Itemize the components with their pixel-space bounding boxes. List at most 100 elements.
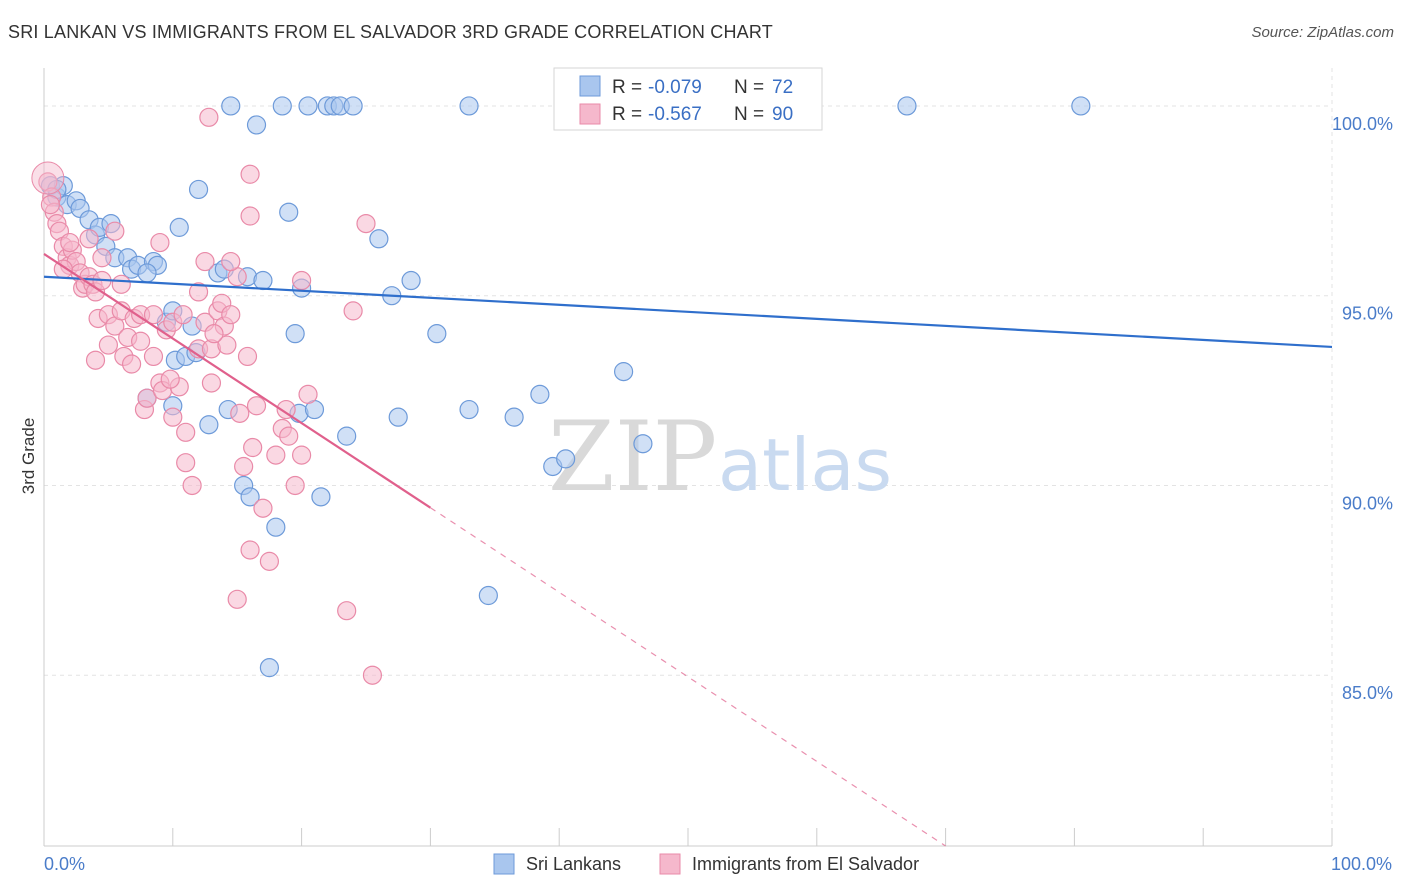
point-sri-lankans	[311, 487, 331, 507]
series-legend-swatch-el-salvador	[659, 853, 681, 875]
point-el-salvador	[173, 305, 193, 325]
point-sri-lankans	[199, 415, 219, 435]
point-el-salvador	[40, 195, 61, 215]
point-sri-lankans	[240, 487, 260, 507]
point-sri-lankans	[478, 585, 498, 606]
point-el-salvador	[163, 407, 183, 427]
point-el-salvador	[98, 335, 119, 355]
point-sri-lankans	[530, 384, 550, 404]
point-el-salvador	[105, 221, 125, 241]
point-el-salvador	[143, 305, 164, 325]
point-sri-lankans	[459, 96, 479, 116]
point-el-salvador	[240, 540, 260, 560]
y-tick-label: 90.0%	[1342, 493, 1393, 513]
point-sri-lankans	[246, 115, 267, 135]
point-el-salvador	[285, 475, 305, 496]
legend-r-label-1: R =	[612, 77, 642, 98]
trend-lines	[43, 253, 1333, 847]
point-sri-lankans	[1071, 96, 1091, 116]
point-el-salvador	[227, 589, 247, 609]
point-el-salvador-cluster	[31, 161, 65, 195]
y-tick-label: 85.0%	[1342, 683, 1393, 703]
point-el-salvador	[160, 369, 180, 389]
point-sri-lankans	[556, 449, 576, 469]
legend-swatch-pink	[579, 103, 601, 125]
point-sri-lankans	[169, 217, 189, 237]
point-sri-lankans	[369, 229, 389, 249]
point-sri-lankans	[633, 434, 653, 454]
point-sri-lankans	[279, 202, 299, 222]
point-el-salvador	[60, 232, 80, 253]
watermark: ZIP atlas	[548, 401, 892, 513]
point-sri-lankans	[253, 270, 273, 291]
point-el-salvador	[176, 422, 196, 442]
point-sri-lankans	[266, 517, 286, 537]
point-el-salvador	[259, 551, 279, 571]
legend-n-label-1: N =	[734, 77, 764, 98]
stats-legend: R = -0.079 N = 72 R = -0.567 N = 90	[553, 67, 823, 131]
point-sri-lankans	[459, 399, 479, 420]
legend-n-value-2: 90	[772, 104, 793, 125]
legend-r-value-2: -0.567	[648, 104, 702, 125]
point-el-salvador	[276, 399, 296, 420]
point-el-salvador	[279, 426, 299, 446]
point-el-salvador	[243, 437, 263, 458]
point-el-salvador	[292, 270, 312, 291]
watermark-atlas: atlas	[718, 423, 892, 507]
chart-title: SRI LANKAN VS IMMIGRANTS FROM EL SALVADO…	[8, 22, 773, 42]
point-el-salvador	[221, 305, 241, 325]
point-el-salvador	[292, 445, 312, 465]
legend-r-label-2: R =	[612, 104, 642, 125]
y-tick-label: 100.0%	[1332, 114, 1393, 134]
point-el-salvador	[221, 251, 241, 272]
point-sri-lankans	[897, 96, 917, 116]
point-sri-lankans	[401, 270, 421, 291]
point-sri-lankans	[504, 407, 524, 427]
point-el-salvador	[240, 164, 260, 184]
point-el-salvador	[176, 453, 196, 473]
point-el-salvador	[266, 445, 286, 465]
point-sri-lankans	[298, 96, 318, 116]
point-el-salvador	[79, 229, 99, 249]
point-el-salvador	[85, 350, 106, 370]
point-el-salvador	[195, 251, 215, 272]
point-sri-lankans	[427, 324, 447, 344]
chart-source: Source: ZipAtlas.com	[1251, 24, 1394, 41]
point-sri-lankans	[188, 179, 209, 200]
point-el-salvador	[298, 384, 318, 404]
legend-swatch-blue	[579, 75, 601, 97]
trend-line-el-salvador-extrapolated	[430, 507, 946, 847]
point-el-salvador	[121, 354, 142, 374]
point-el-salvador	[131, 331, 151, 351]
point-el-salvador	[230, 403, 250, 423]
x-tick-label: 100.0%	[1331, 854, 1392, 874]
series-legend-el-salvador: Immigrants from El Salvador	[692, 854, 919, 874]
point-el-salvador	[199, 107, 219, 127]
point-sri-lankans	[137, 263, 157, 283]
series-legend: Sri Lankans Immigrants from El Salvador	[493, 853, 919, 875]
point-sri-lankans	[221, 96, 241, 116]
point-el-salvador	[234, 456, 254, 477]
point-el-salvador	[150, 232, 170, 253]
point-el-salvador	[188, 282, 209, 302]
series-legend-swatch-sri-lankans	[493, 853, 515, 875]
point-sri-lankans	[272, 96, 292, 116]
point-el-salvador	[92, 248, 112, 268]
point-sri-lankans	[285, 324, 305, 344]
point-sri-lankans	[388, 407, 408, 427]
point-sri-lankans	[259, 658, 279, 678]
point-el-salvador	[362, 665, 383, 685]
point-sri-lankans	[337, 426, 357, 446]
point-el-salvador	[143, 346, 164, 367]
watermark-zip: ZIP	[548, 401, 717, 513]
point-sri-lankans	[613, 362, 634, 382]
point-el-salvador	[337, 601, 357, 621]
point-el-salvador	[204, 324, 224, 344]
legend-n-value-1: 72	[772, 77, 793, 98]
trend-line-el-salvador	[43, 253, 432, 509]
point-el-salvador	[137, 388, 157, 408]
series-legend-sri-lankans: Sri Lankans	[526, 854, 621, 874]
point-el-salvador	[356, 214, 376, 234]
point-el-salvador	[182, 475, 202, 496]
